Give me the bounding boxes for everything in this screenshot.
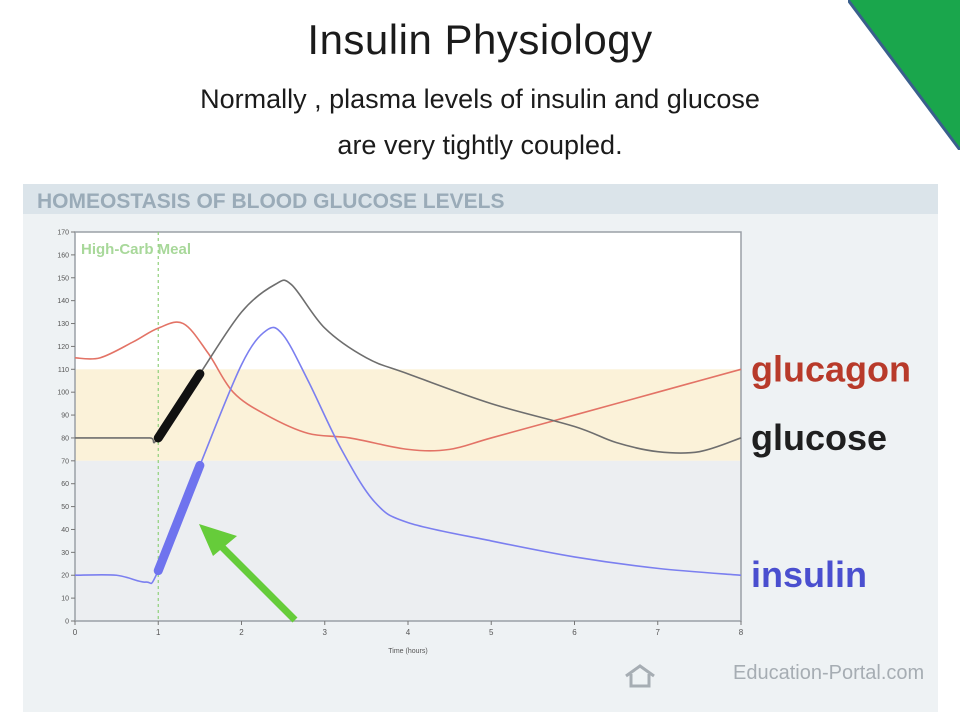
series-line-glucagon bbox=[74, 321, 742, 452]
y-tick-label: 90 bbox=[61, 413, 69, 420]
low-range-band bbox=[75, 460, 741, 621]
page-edge bbox=[938, 184, 960, 720]
y-tick-label: 150 bbox=[57, 275, 69, 282]
y-tick-label: 120 bbox=[57, 344, 69, 351]
x-tick-label: 5 bbox=[489, 628, 494, 637]
y-tick-label: 130 bbox=[57, 321, 69, 328]
slide-subtitle-line-1: Normally , plasma levels of insulin and … bbox=[200, 84, 760, 114]
y-tick-label: 140 bbox=[57, 298, 69, 305]
legend-label-glucagon: glucagon bbox=[751, 348, 911, 389]
highlight-glucose bbox=[153, 369, 205, 443]
x-tick-label: 0 bbox=[73, 628, 78, 637]
x-tick-label: 4 bbox=[406, 628, 411, 637]
slide-subtitle-line-2: are very tightly coupled. bbox=[337, 130, 623, 160]
x-axis-label: Time (hours) bbox=[388, 648, 427, 655]
legend-label-glucose: glucose bbox=[751, 417, 887, 458]
y-tick-label: 80 bbox=[61, 435, 69, 442]
green-triangle-icon bbox=[848, 0, 960, 150]
series-line-insulin bbox=[74, 326, 742, 585]
series-line-glucose bbox=[75, 279, 742, 454]
y-tick-label: 10 bbox=[61, 596, 69, 603]
normal-range-band bbox=[75, 369, 741, 461]
x-tick-label: 6 bbox=[572, 628, 577, 637]
y-tick-label: 170 bbox=[57, 230, 69, 237]
meal-annotation: High-Carb Meal bbox=[81, 241, 191, 258]
x-tick-label: 7 bbox=[656, 628, 661, 637]
y-tick-label: 0 bbox=[65, 619, 69, 626]
y-tick-label: 20 bbox=[61, 573, 69, 580]
chart-title: HOMEOSTASIS OF BLOOD GLUCOSE LEVELS bbox=[37, 190, 504, 213]
chart-svg: HOMEOSTASIS OF BLOOD GLUCOSE LEVELS 0102… bbox=[23, 184, 938, 688]
y-tick-label: 160 bbox=[57, 252, 69, 259]
x-tick-label: 2 bbox=[239, 628, 244, 637]
y-tick-label: 100 bbox=[57, 390, 69, 397]
y-tick-label: 40 bbox=[61, 527, 69, 534]
y-tick-label: 50 bbox=[61, 504, 69, 511]
x-tick-label: 8 bbox=[739, 628, 744, 637]
highlight-insulin bbox=[153, 460, 205, 576]
legend-label-insulin: insulin bbox=[751, 554, 867, 595]
slide-title: Insulin Physiology bbox=[307, 16, 653, 63]
chart-figure: HOMEOSTASIS OF BLOOD GLUCOSE LEVELS 0 10 2… bbox=[23, 184, 938, 712]
house-logo-icon bbox=[625, 664, 655, 688]
chart-title-bar bbox=[23, 184, 938, 214]
x-tick-label: 1 bbox=[156, 628, 161, 637]
y-tick-label: 110 bbox=[58, 367, 69, 374]
green-arrow-icon bbox=[199, 524, 298, 623]
y-tick-label: 70 bbox=[61, 458, 69, 465]
y-tick-label: 30 bbox=[61, 550, 69, 557]
y-tick-label: 60 bbox=[61, 481, 69, 488]
watermark-text: Education-Portal.com bbox=[733, 662, 924, 684]
x-tick-label: 3 bbox=[323, 628, 328, 637]
